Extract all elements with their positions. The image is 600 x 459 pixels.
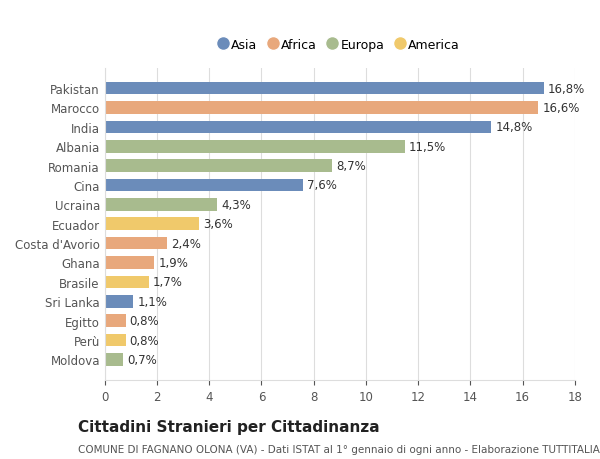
Bar xyxy=(105,199,217,211)
Bar xyxy=(105,295,133,308)
Text: 0,7%: 0,7% xyxy=(127,353,157,366)
Bar xyxy=(105,353,123,366)
Text: 1,9%: 1,9% xyxy=(158,257,188,269)
Text: 0,8%: 0,8% xyxy=(130,334,159,347)
Text: Cittadini Stranieri per Cittadinanza: Cittadini Stranieri per Cittadinanza xyxy=(78,419,380,434)
Text: 11,5%: 11,5% xyxy=(409,140,446,153)
Bar xyxy=(105,102,538,114)
Text: 2,4%: 2,4% xyxy=(172,237,201,250)
Bar xyxy=(105,179,303,192)
Text: 3,6%: 3,6% xyxy=(203,218,232,231)
Bar xyxy=(105,237,167,250)
Text: 1,1%: 1,1% xyxy=(137,295,167,308)
Text: 1,7%: 1,7% xyxy=(153,276,183,289)
Bar xyxy=(105,276,149,289)
Bar xyxy=(105,121,491,134)
Legend: Asia, Africa, Europa, America: Asia, Africa, Europa, America xyxy=(215,34,465,57)
Text: 7,6%: 7,6% xyxy=(307,179,337,192)
Text: 16,8%: 16,8% xyxy=(547,83,585,95)
Bar xyxy=(105,83,544,95)
Text: 14,8%: 14,8% xyxy=(495,121,532,134)
Text: 4,3%: 4,3% xyxy=(221,198,251,212)
Text: 16,6%: 16,6% xyxy=(542,102,580,115)
Bar xyxy=(105,140,405,153)
Bar xyxy=(105,218,199,230)
Text: COMUNE DI FAGNANO OLONA (VA) - Dati ISTAT al 1° gennaio di ogni anno - Elaborazi: COMUNE DI FAGNANO OLONA (VA) - Dati ISTA… xyxy=(78,444,600,454)
Bar xyxy=(105,334,125,347)
Text: 8,7%: 8,7% xyxy=(336,160,365,173)
Bar xyxy=(105,315,125,327)
Bar xyxy=(105,257,154,269)
Bar xyxy=(105,160,332,173)
Text: 0,8%: 0,8% xyxy=(130,314,159,327)
